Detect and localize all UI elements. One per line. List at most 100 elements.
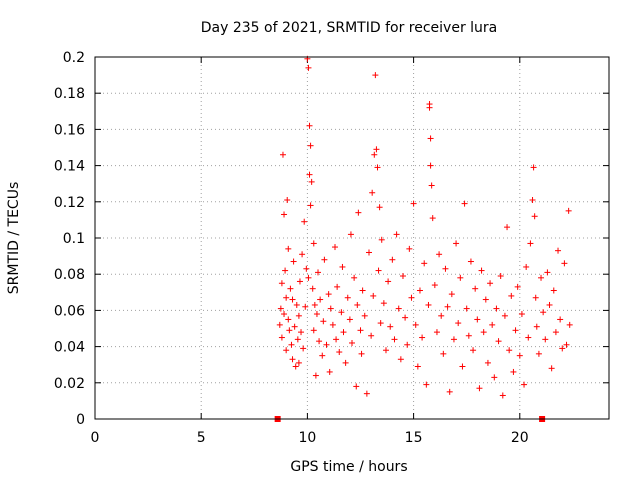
data-point — [305, 274, 312, 281]
data-point — [428, 182, 435, 189]
data-point — [512, 327, 519, 334]
data-point — [342, 359, 349, 366]
data-point — [336, 349, 343, 356]
y-tick-label: 0.2 — [63, 50, 85, 66]
data-point — [419, 334, 426, 341]
data-point — [306, 171, 313, 178]
data-point — [427, 162, 434, 169]
data-point — [346, 316, 353, 323]
x-tick-label: 15 — [405, 430, 423, 446]
data-point — [294, 336, 301, 343]
data-point — [340, 329, 347, 336]
data-point — [540, 309, 547, 316]
data-point — [440, 350, 447, 357]
data-point — [404, 341, 411, 348]
data-point — [299, 251, 306, 258]
y-tick-label: 0.02 — [54, 376, 85, 392]
data-point — [320, 318, 327, 325]
data-point — [427, 135, 434, 142]
data-point — [279, 151, 286, 158]
data-point — [276, 321, 283, 328]
y-tick-label: 0.12 — [54, 195, 85, 211]
data-point — [508, 292, 515, 299]
data-point — [550, 287, 557, 294]
data-point — [438, 312, 445, 319]
data-point — [321, 256, 328, 263]
data-point — [369, 189, 376, 196]
data-point — [380, 300, 387, 307]
y-tick-label: 0.1 — [63, 231, 85, 247]
data-point — [478, 267, 485, 274]
data-point — [355, 209, 362, 216]
data-point — [353, 383, 360, 390]
data-point — [292, 363, 299, 370]
y-axis-title: SRMTID / TECUs — [6, 182, 22, 295]
data-point — [563, 341, 570, 348]
data-point — [548, 365, 555, 372]
y-tick-label: 0.14 — [54, 159, 85, 175]
data-point — [325, 291, 332, 298]
data-point — [425, 301, 432, 308]
data-point — [323, 341, 330, 348]
data-point — [305, 64, 312, 71]
data-point — [385, 278, 392, 285]
data-point — [316, 338, 323, 345]
data-point — [354, 301, 361, 308]
data-point — [429, 215, 436, 222]
data-point — [442, 265, 449, 272]
data-point — [480, 329, 487, 336]
chart-title: Day 235 of 2021, SRMTID for receiver lur… — [201, 20, 498, 36]
data-point — [566, 321, 573, 328]
data-point — [530, 164, 537, 171]
data-point — [406, 245, 413, 252]
data-point — [351, 274, 358, 281]
data-point — [288, 341, 295, 348]
x-tick-label: 5 — [197, 430, 206, 446]
data-point — [377, 320, 384, 327]
data-point — [436, 251, 443, 258]
data-point — [295, 359, 302, 366]
data-point — [287, 285, 294, 292]
data-point — [333, 336, 340, 343]
data-point — [461, 200, 468, 207]
data-point — [278, 334, 285, 341]
data-point — [542, 336, 549, 343]
data-point — [300, 345, 307, 352]
data-point — [375, 267, 382, 274]
y-tick-label: 0.16 — [54, 122, 85, 138]
data-point — [368, 332, 375, 339]
data-point — [455, 320, 462, 327]
data-point — [499, 392, 506, 399]
data-point — [546, 301, 553, 308]
y-tick-label: 0.18 — [54, 86, 85, 102]
data-point — [382, 347, 389, 354]
data-point — [495, 338, 502, 345]
data-point — [446, 388, 453, 395]
data-point — [470, 347, 477, 354]
data-point — [444, 303, 451, 310]
data-point — [523, 263, 530, 270]
data-point — [371, 151, 378, 158]
data-point — [408, 294, 415, 301]
data-point — [395, 305, 402, 312]
data-point — [303, 265, 310, 272]
data-point — [334, 283, 341, 290]
data-point — [283, 347, 290, 354]
data-point — [448, 291, 455, 298]
data-point — [387, 323, 394, 330]
data-point — [416, 287, 423, 294]
data-point — [329, 321, 336, 328]
data-point — [298, 329, 305, 336]
data-point — [277, 305, 284, 312]
grid-lines — [95, 57, 609, 419]
data-point — [491, 374, 498, 381]
data-point — [278, 280, 285, 287]
data-point — [525, 334, 532, 341]
x-tick-label: 10 — [298, 430, 316, 446]
y-tick-label: 0 — [76, 412, 85, 428]
data-point — [389, 256, 396, 263]
data-point — [493, 305, 500, 312]
y-tick-label: 0.06 — [54, 303, 85, 319]
data-point — [291, 323, 298, 330]
